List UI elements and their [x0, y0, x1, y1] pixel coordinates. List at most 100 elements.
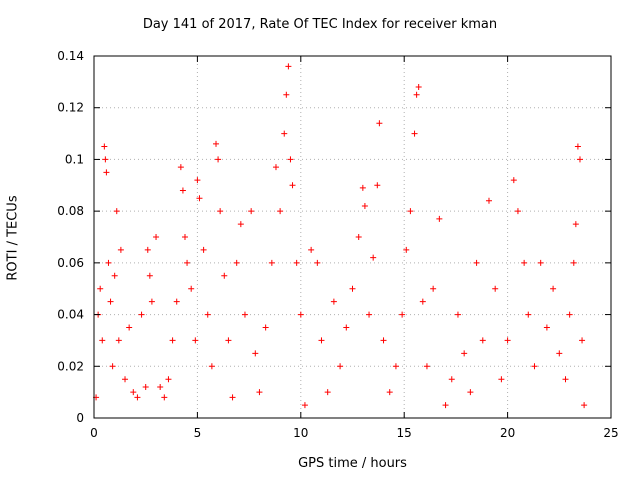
data-point — [479, 337, 486, 344]
data-point — [262, 324, 269, 331]
data-point — [109, 363, 116, 370]
data-point — [225, 337, 232, 344]
data-point — [165, 376, 172, 383]
data-point — [130, 389, 137, 396]
data-point — [142, 383, 149, 390]
data-point — [324, 389, 331, 396]
data-point — [289, 182, 296, 189]
data-point — [217, 208, 224, 215]
data-point — [442, 402, 449, 409]
y-tick-label: 0.06 — [57, 256, 84, 270]
data-point — [454, 311, 461, 318]
y-tick-label: 0 — [76, 411, 84, 425]
data-point — [134, 394, 141, 401]
data-point — [173, 298, 180, 305]
x-axis-label: GPS time / hours — [298, 456, 407, 471]
y-tick-label: 0.1 — [65, 152, 84, 166]
x-tick-label: 10 — [293, 426, 308, 440]
data-point — [215, 156, 222, 163]
data-point — [126, 324, 133, 331]
data-point — [543, 324, 550, 331]
axis-ticks: 0 0.02 0.04 0.06 0.08 0.1 0.12 0.14 0 5 10 15 20 25 — [57, 49, 618, 440]
data-point — [374, 182, 381, 189]
data-point — [229, 394, 236, 401]
data-point — [576, 156, 583, 163]
data-point — [407, 208, 414, 215]
data-point — [392, 363, 399, 370]
data-point — [177, 164, 184, 171]
x-tick-label: 15 — [397, 426, 412, 440]
data-point — [153, 234, 160, 240]
data-point — [498, 376, 505, 383]
data-point — [504, 337, 511, 344]
data-point — [492, 285, 499, 292]
data-point — [287, 156, 294, 163]
data-point — [579, 337, 586, 344]
data-point — [314, 259, 321, 266]
plot-frame — [93, 55, 612, 419]
data-point — [386, 389, 393, 396]
data-point — [423, 363, 430, 370]
x-tick-label: 5 — [194, 426, 202, 440]
data-point — [97, 285, 104, 292]
data-point — [208, 363, 215, 370]
data-point — [148, 298, 155, 305]
data-point — [138, 311, 145, 318]
data-point — [359, 184, 366, 191]
data-point — [510, 177, 517, 184]
data-points — [93, 63, 588, 409]
data-point — [283, 91, 290, 98]
data-point — [343, 324, 350, 331]
data-point — [525, 311, 532, 318]
data-point — [256, 389, 263, 396]
data-point — [233, 259, 240, 266]
x-tick-label: 20 — [500, 426, 515, 440]
data-point — [115, 337, 122, 344]
data-point — [562, 376, 569, 383]
data-point — [361, 202, 368, 209]
data-point — [318, 337, 325, 344]
data-point — [213, 140, 220, 147]
data-point — [415, 84, 422, 91]
data-point — [105, 259, 112, 266]
data-point — [179, 187, 186, 194]
data-point — [196, 195, 203, 202]
data-point — [297, 311, 304, 318]
y-tick-label: 0.12 — [57, 101, 84, 115]
data-point — [566, 311, 573, 318]
data-point — [102, 156, 109, 163]
data-point — [556, 350, 563, 357]
data-point — [169, 337, 176, 344]
data-point — [473, 259, 480, 266]
data-point — [308, 246, 315, 253]
data-point — [200, 246, 207, 253]
data-point — [272, 164, 279, 171]
data-point — [101, 143, 108, 150]
data-point — [192, 337, 199, 344]
data-point — [188, 285, 195, 292]
data-point — [485, 197, 492, 204]
data-point — [241, 311, 248, 318]
data-point — [355, 234, 362, 240]
data-point — [285, 63, 292, 70]
y-tick-label: 0.02 — [57, 359, 84, 373]
data-point — [570, 259, 577, 266]
data-point — [113, 208, 120, 215]
data-point — [366, 311, 373, 318]
data-point — [337, 363, 344, 370]
data-point — [181, 234, 188, 240]
x-tick-label: 25 — [603, 426, 618, 440]
data-point — [349, 285, 356, 292]
data-point — [281, 130, 288, 137]
data-point — [461, 350, 468, 357]
y-tick-label: 0.04 — [57, 308, 84, 322]
data-point — [248, 208, 255, 215]
data-point — [221, 272, 228, 279]
data-point — [537, 259, 544, 266]
data-point — [103, 169, 110, 176]
data-point — [521, 259, 528, 266]
data-point — [146, 272, 153, 279]
data-point — [277, 208, 284, 215]
data-point — [419, 298, 426, 305]
